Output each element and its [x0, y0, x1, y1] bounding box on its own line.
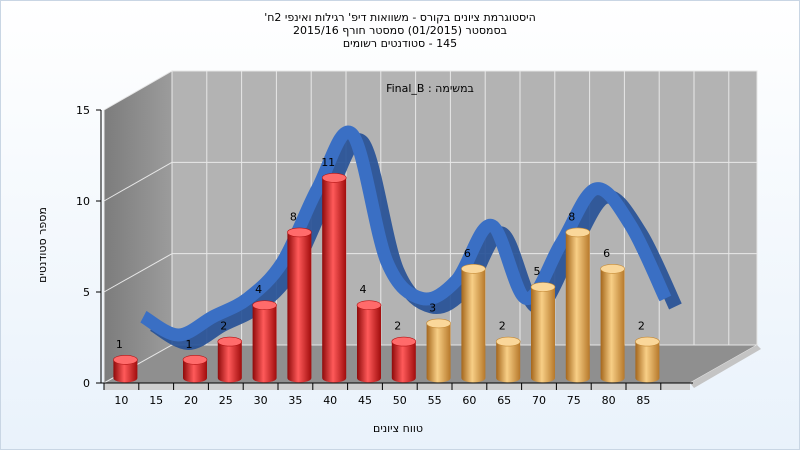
data-label: 6 — [464, 247, 471, 260]
bar: 8 — [565, 210, 591, 383]
gridline-side — [103, 253, 173, 293]
bar-body — [531, 287, 555, 383]
bar-top — [321, 173, 347, 183]
y-axis-label: מספר סטודנטים — [36, 207, 49, 283]
data-label: 8 — [568, 210, 575, 223]
bar-top — [356, 300, 382, 311]
bar-top — [530, 282, 556, 292]
bar: 3 — [426, 301, 451, 383]
bar-body — [252, 305, 277, 383]
trend-ribbon-line — [139, 125, 672, 342]
y-tick-label: 5 — [83, 286, 90, 299]
bar-body — [183, 359, 207, 383]
floor-front-edge — [104, 383, 690, 390]
gridline-side — [103, 161, 173, 202]
data-label: 4 — [255, 283, 262, 296]
bar-body — [496, 341, 521, 383]
x-tick-label: 30 — [254, 394, 268, 407]
x-tick-label: 80 — [602, 394, 616, 407]
bar-body — [287, 232, 312, 383]
y-tick-label: 10 — [76, 195, 90, 208]
y-tick-label: 0 — [83, 377, 90, 390]
bar-top — [426, 318, 451, 329]
data-label: 1 — [186, 338, 193, 351]
bar: 1 — [182, 338, 208, 383]
bar: 6 — [600, 247, 625, 383]
bar-top — [565, 227, 591, 238]
title-line-3: 145 - סטודנטים רשומים — [342, 37, 458, 50]
bar: 6 — [461, 247, 486, 383]
bar-top — [113, 354, 138, 365]
trend-ribbon — [139, 125, 682, 351]
x-tick-label: 50 — [393, 394, 407, 407]
bar-top — [600, 263, 625, 274]
bar-top — [252, 300, 277, 311]
bar-top — [635, 336, 660, 347]
bar-body — [357, 305, 381, 383]
x-tick-label: 35 — [288, 394, 302, 407]
bar-top — [391, 336, 417, 347]
bar-top — [217, 336, 243, 347]
data-label: 5 — [534, 265, 541, 278]
bar: 2 — [495, 320, 521, 383]
x-ticks: 10 15 20 25 30 35 40 45 50 55 60 65 70 75 80 85 — [103, 383, 662, 407]
bar: 2 — [217, 320, 243, 383]
bar-body — [461, 268, 486, 383]
data-label: 4 — [360, 283, 367, 296]
x-tick-label: 60 — [462, 394, 476, 407]
bar-body — [426, 323, 451, 383]
bar: 4 — [252, 283, 277, 383]
x-tick-label: 65 — [497, 394, 511, 407]
floor-side-edge — [690, 345, 761, 388]
bar: 5 — [530, 265, 556, 383]
bar-body — [600, 268, 625, 383]
data-label: 3 — [429, 301, 436, 314]
bar: 2 — [391, 320, 417, 383]
x-tick-label: 45 — [358, 394, 372, 407]
data-label: 6 — [603, 247, 610, 260]
x-tick-label: 15 — [149, 394, 163, 407]
bar-top — [287, 227, 312, 238]
bar-body — [635, 341, 660, 383]
y-tick-label: 15 — [76, 104, 90, 117]
x-tick-label: 25 — [219, 394, 233, 407]
title-line-2: בסמסטר (01/2015) סמסטר חורף 2015/16 — [293, 24, 507, 37]
bar: 8 — [287, 210, 312, 383]
x-tick-label: 70 — [532, 394, 546, 407]
data-label: 8 — [290, 210, 297, 223]
x-tick-label: 10 — [114, 394, 128, 407]
bar-body — [391, 341, 416, 383]
data-label: 2 — [638, 320, 645, 333]
bar-body — [113, 359, 138, 383]
data-label: 2 — [220, 320, 227, 333]
bar-top — [495, 336, 521, 347]
chart-title: היסטוגרמת ציונים בקורס - משוואות דיפ' רג… — [0, 11, 800, 50]
x-tick-label: 55 — [428, 394, 442, 407]
bar-body — [217, 341, 242, 383]
x-tick-label: 75 — [567, 394, 581, 407]
title-line-1: היסטוגרמת ציונים בקורס - משוואות דיפ' רג… — [264, 11, 536, 24]
x-axis-label: טווח ציונים — [373, 422, 423, 435]
bar-top — [461, 263, 486, 274]
chart-subtitle: במשימה : Final_B — [386, 82, 474, 95]
data-label: 2 — [394, 320, 401, 333]
data-label: 1 — [116, 338, 123, 351]
y-ticks: 0 5 10 15 — [76, 104, 101, 390]
bar: 4 — [356, 283, 382, 383]
x-tick-label: 85 — [636, 394, 650, 407]
bar: 1 — [113, 338, 138, 383]
data-label: 2 — [499, 320, 506, 333]
bar: 2 — [635, 320, 660, 383]
bar: 11 — [321, 156, 347, 383]
x-tick-label: 40 — [323, 394, 337, 407]
bar-top — [182, 354, 208, 365]
x-tick-label: 20 — [184, 394, 198, 407]
data-label: 11 — [321, 156, 335, 169]
bar-body — [322, 177, 347, 383]
bar-body — [565, 232, 590, 383]
